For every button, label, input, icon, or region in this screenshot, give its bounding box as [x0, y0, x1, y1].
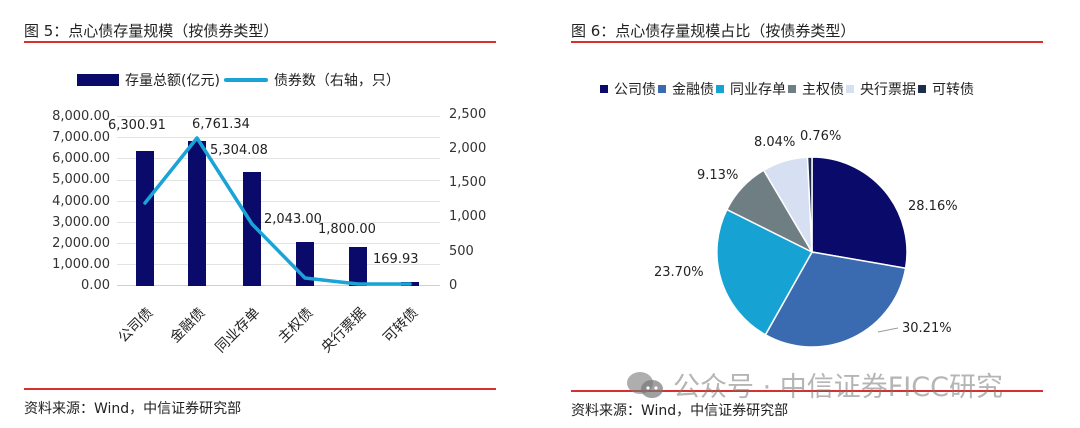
bar-同业存单 [243, 172, 261, 286]
legend-swatch-同业存单 [716, 85, 724, 93]
right-tick: 2,500 [449, 107, 487, 122]
figure5-legend: 存量总额(亿元) 债券数（右轴，只） [77, 70, 400, 90]
slice-label-公司债: 28.16% [908, 199, 958, 214]
legend-label: 公司债 [614, 82, 656, 98]
bar-金融债 [188, 141, 206, 286]
figure6-title-divider [571, 41, 1043, 43]
legend-bar-swatch [77, 74, 119, 86]
figure6-legend: 公司债 金融债 同业存单 主权债 央行票据 可转债 [600, 79, 974, 99]
figure5-source-divider [24, 388, 496, 390]
legend-swatch-主权债 [788, 85, 796, 93]
legend-swatch-可转债 [918, 85, 926, 93]
watermark-text: 公众号 · 中信证券FICC研究 [673, 372, 1003, 403]
bar-公司债 [136, 151, 154, 286]
slice-公司债 [811, 156, 908, 270]
bar-value-label: 2,043.00 [264, 212, 322, 227]
right-tick: 0 [449, 278, 458, 293]
slice-label-同业存单: 23.70% [654, 265, 704, 280]
slice-金融债 [764, 251, 907, 348]
figure6-source-divider [571, 390, 1043, 392]
leader-line [877, 327, 899, 333]
slice-label-主权债: 9.13% [697, 168, 739, 183]
category-label: 央行票据 [318, 305, 370, 356]
legend-swatch-央行票据 [846, 85, 854, 93]
legend-swatch-公司债 [600, 85, 608, 93]
legend-label: 金融债 [672, 82, 714, 98]
legend-line-swatch [223, 78, 268, 82]
category-label: 金融债 [167, 305, 209, 347]
gridlines [117, 116, 440, 286]
pie-chart [716, 156, 908, 348]
right-tick: 1,500 [449, 175, 487, 190]
bar-value-label: 169.93 [373, 252, 419, 267]
legend-label: 可转债 [932, 82, 974, 98]
left-tick: 8,000.00 [52, 109, 110, 124]
bar-value-label: 6,761.34 [192, 117, 250, 132]
legend-swatch-金融债 [658, 85, 666, 93]
right-tick: 1,000 [449, 209, 487, 224]
figure5-title-divider [24, 41, 496, 43]
watermark: 公众号 · 中信证券FICC研究 [625, 365, 1003, 404]
category-label: 主权债 [275, 305, 317, 347]
bars [136, 141, 419, 286]
slice-label-央行票据: 8.04% [754, 135, 796, 150]
slice-label-可转债: 0.76% [800, 129, 842, 144]
figure6-title: 图 6：点心债存量规模占比（按债券类型） [571, 22, 856, 40]
figure6-panel: 图 6：点心债存量规模占比（按债券类型） 公司债 金融债 同业存单 主权债 央行… [540, 0, 1080, 428]
left-tick: 2,000.00 [52, 236, 110, 251]
left-tick: 4,000.00 [52, 194, 110, 209]
bond-count-line [143, 136, 412, 286]
right-tick: 2,000 [449, 141, 487, 156]
bar-value-label: 6,300.91 [108, 118, 166, 133]
bar-value-label: 5,304.08 [210, 143, 268, 158]
left-tick: 0.00 [81, 278, 110, 293]
right-tick: 500 [449, 244, 474, 259]
combo-chart-plot [117, 116, 440, 286]
figure6-source: 资料来源：Wind，中信证券研究部 [571, 403, 789, 419]
category-label: 公司债 [115, 305, 157, 347]
bar-value-label: 1,800.00 [318, 222, 376, 237]
slice-label-金融债: 30.21% [902, 321, 952, 336]
left-tick: 1,000.00 [52, 257, 110, 272]
bar-央行票据 [349, 247, 367, 286]
left-tick: 3,000.00 [52, 215, 110, 230]
figure5-title: 图 5：点心债存量规模（按债券类型） [24, 22, 279, 40]
left-tick: 5,000.00 [52, 172, 110, 187]
left-tick: 7,000.00 [52, 130, 110, 145]
legend-bar-label: 存量总额(亿元) [125, 73, 220, 89]
category-label: 可转债 [380, 305, 422, 347]
left-tick: 6,000.00 [52, 151, 110, 166]
wechat-icon [627, 371, 663, 398]
legend-line-label: 债券数（右轴，只） [273, 73, 400, 89]
slice-可转债 [806, 156, 813, 253]
legend-label: 同业存单 [730, 82, 786, 98]
figure5-panel: 图 5：点心债存量规模（按债券类型） 存量总额(亿元) 债券数（右轴，只） 8,… [24, 22, 496, 417]
figure5-source: 资料来源：Wind，中信证券研究部 [24, 401, 242, 417]
category-label: 同业存单 [212, 305, 264, 356]
legend-label: 央行票据 [860, 82, 916, 98]
legend-label: 主权债 [802, 82, 844, 98]
